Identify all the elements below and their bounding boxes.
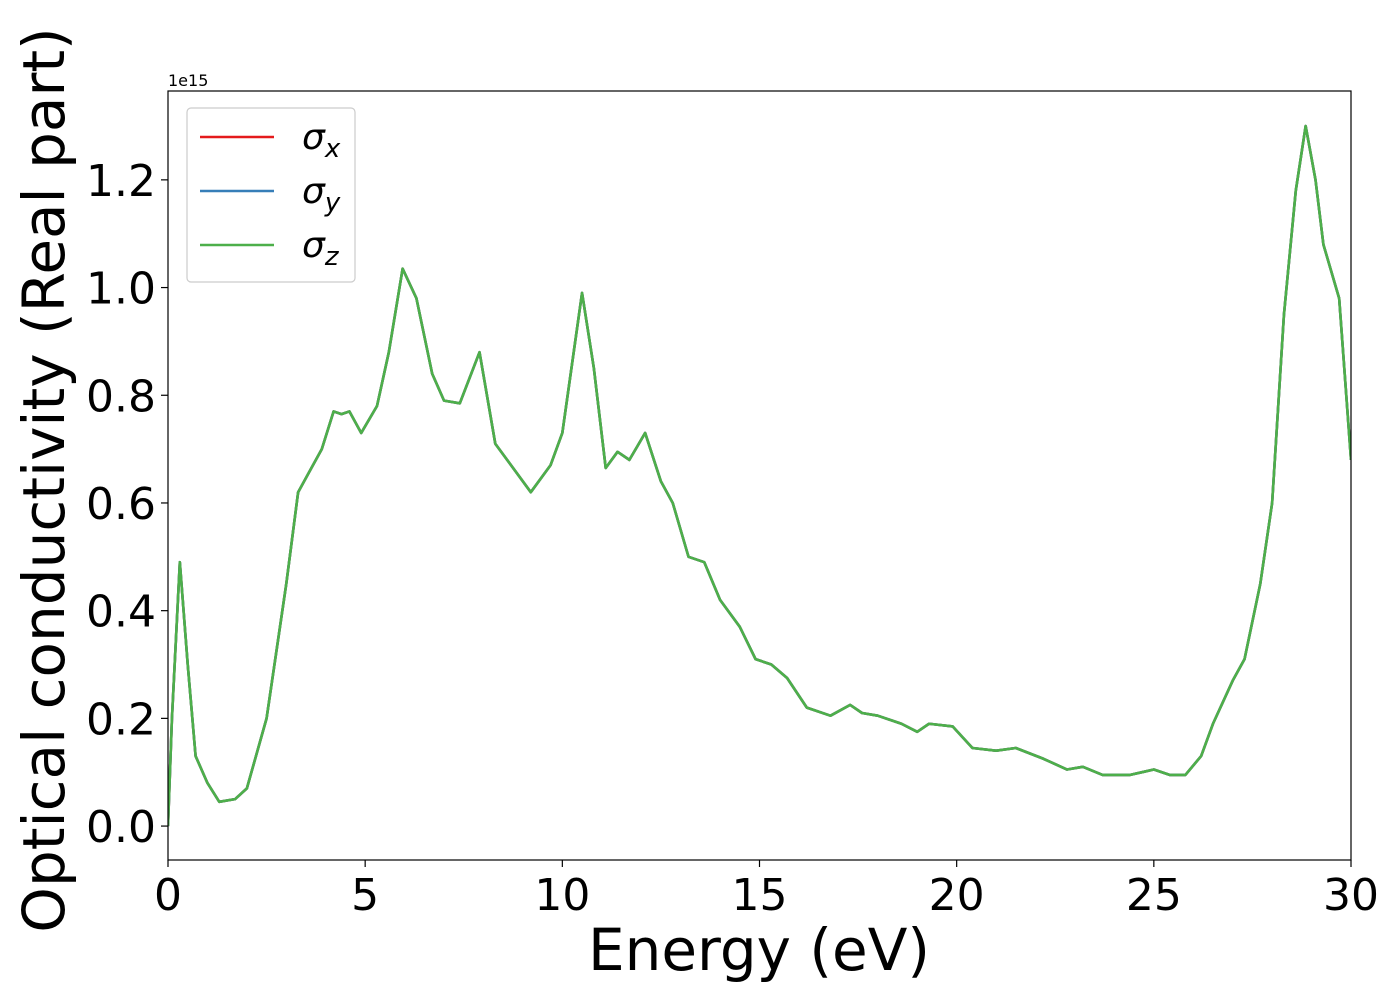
y-tick-label: 1.0 [86, 264, 156, 315]
x-tick-label: 15 [732, 870, 788, 921]
x-tick-label: 0 [154, 870, 182, 921]
legend-label: σx [302, 117, 341, 164]
y-tick-label: 1.2 [86, 156, 156, 207]
y-axis-label: Optical conductivity (Real part) [10, 27, 78, 932]
legend-label: σz [302, 225, 340, 272]
x-axis-label: Energy (eV) [588, 916, 930, 984]
x-tick-label: 20 [929, 870, 985, 921]
x-tick-label: 5 [351, 870, 379, 921]
legend-box [186, 107, 356, 283]
series-line [168, 124, 1351, 827]
x-tick-label: 30 [1323, 870, 1379, 921]
y-tick-label: 0.4 [86, 587, 156, 638]
y-offset-label: 1e15 [168, 71, 208, 90]
plot-frame [167, 90, 1352, 861]
x-tick-label: 10 [534, 870, 590, 921]
y-tick-label: 0.0 [86, 802, 156, 853]
y-tick-label: 0.8 [86, 371, 156, 422]
x-tick-label: 25 [1126, 870, 1182, 921]
y-tick-label: 0.6 [86, 479, 156, 530]
legend-label: σy [302, 171, 341, 218]
y-tick-label: 0.2 [86, 694, 156, 745]
